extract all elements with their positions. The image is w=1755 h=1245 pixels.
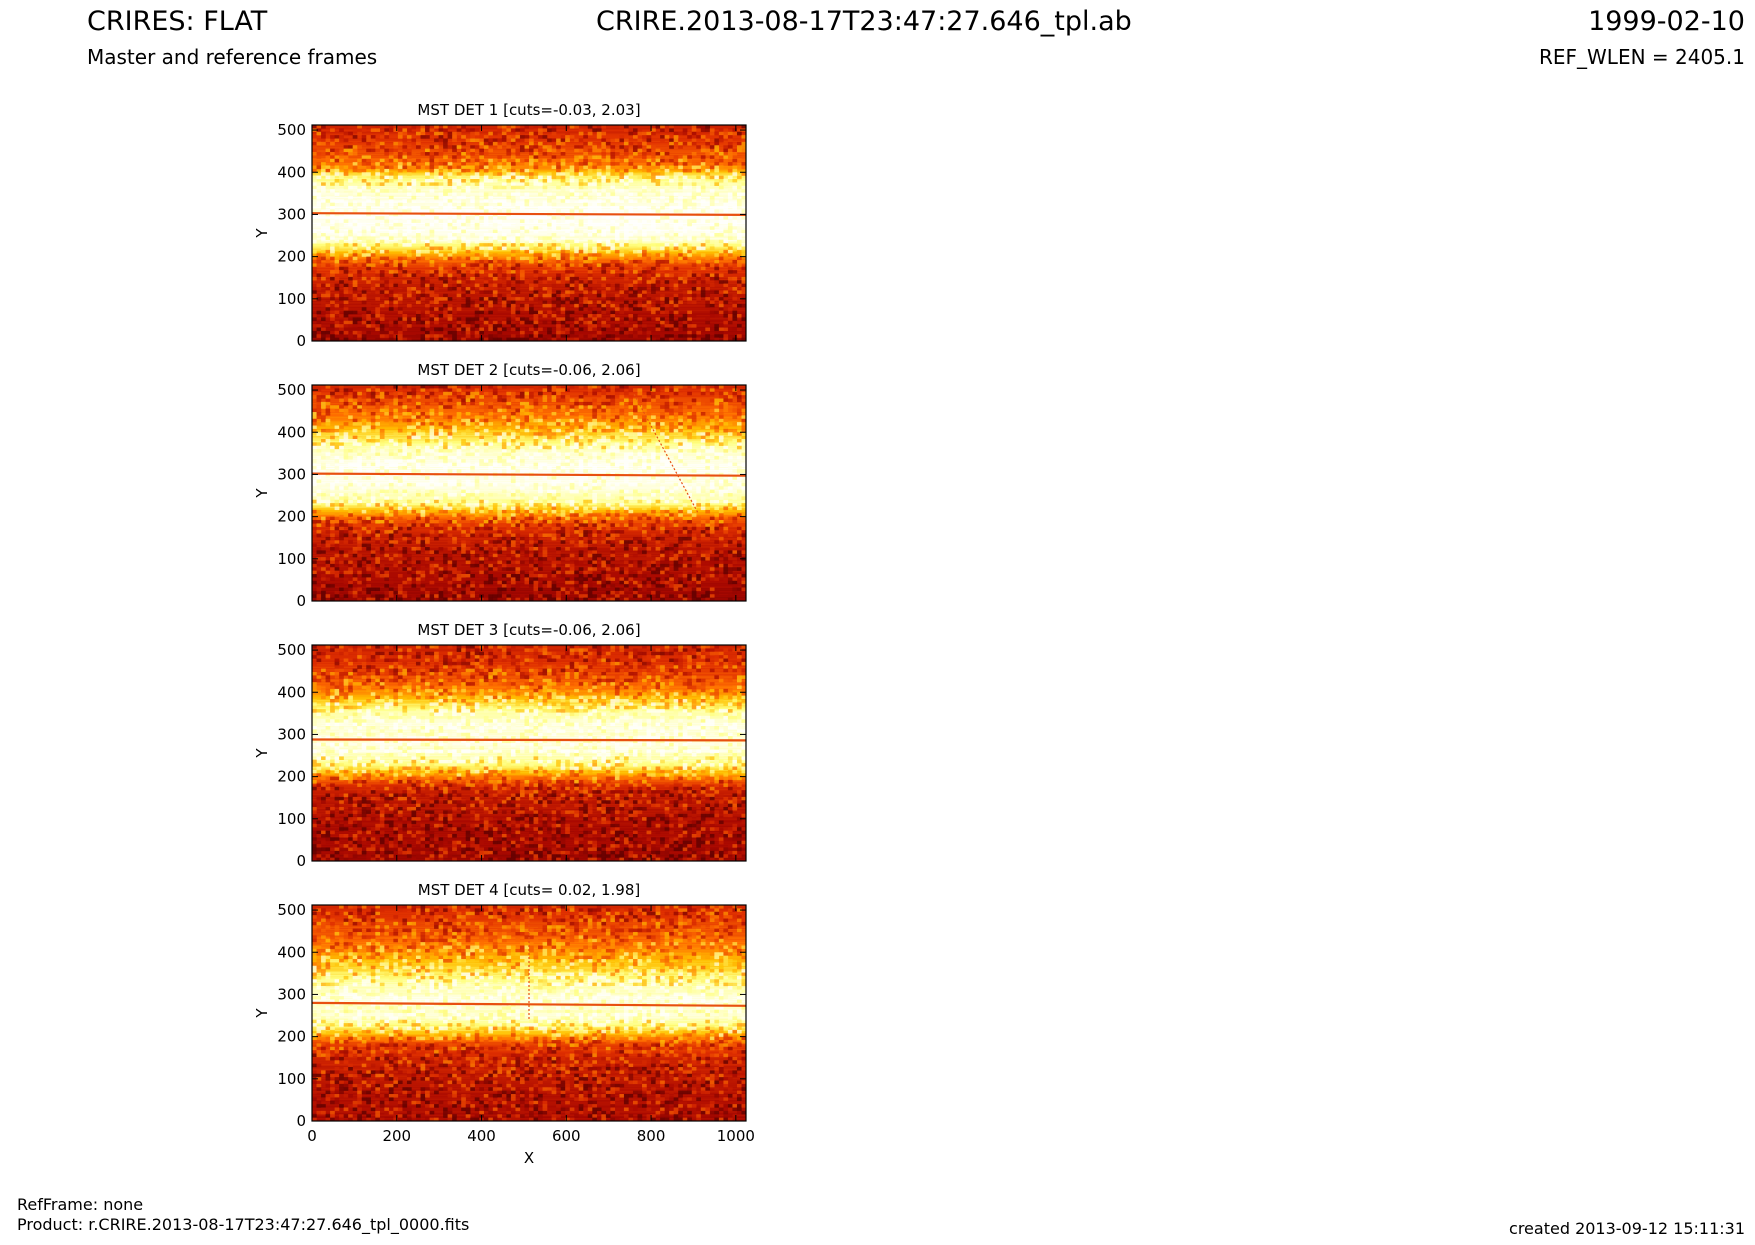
y-axis-label: Y (253, 488, 271, 499)
slit-line (312, 1001, 746, 1007)
detector-panel-2: MST DET 2 [cuts=-0.06, 2.06] 0 100 200 300 40… (253, 361, 747, 610)
y-tick-label: 500 (277, 381, 306, 399)
flat-image (312, 385, 746, 601)
detector-panel-4: MST DET 4 [cuts= 0.02, 1.98] 0 100 200 300 40… (253, 881, 755, 1167)
axes-frame (311, 904, 747, 1122)
y-axis-label: Y (253, 748, 271, 759)
refframe-label: RefFrame: none (17, 1195, 144, 1214)
x-tick-label: 800 (637, 1127, 666, 1145)
y-tick-label: 100 (277, 290, 306, 308)
x-tick-label: 200 (382, 1127, 411, 1145)
panel-title: MST DET 2 [cuts=-0.06, 2.06] (417, 361, 640, 379)
detector-panel-1: MST DET 1 [cuts=-0.03, 2.03] 0 100 200 300 40… (253, 101, 747, 350)
y-tick-label: 200 (277, 1028, 306, 1046)
axes-frame (311, 644, 747, 862)
y-tick-label: 300 (277, 205, 306, 223)
x-tick-label: 400 (467, 1127, 496, 1145)
y-tick-label: 300 (277, 985, 306, 1003)
y-tick-label: 0 (296, 852, 306, 870)
y-tick-label: 300 (277, 725, 306, 743)
y-tick-label: 100 (277, 810, 306, 828)
y-tick-label: 100 (277, 1070, 306, 1088)
observation-date: 1999-02-10 (1588, 6, 1745, 37)
x-tick-label: 600 (552, 1127, 581, 1145)
detector-panel-3: MST DET 3 [cuts=-0.06, 2.06] 0 100 200 300 40… (253, 621, 747, 870)
created-timestamp: created 2013-09-12 15:11:31 (1509, 1219, 1745, 1238)
slit-line (312, 212, 746, 216)
y-tick-label: 400 (277, 423, 306, 441)
y-tick-label: 0 (296, 1112, 306, 1130)
product-label: Product: r.CRIRE.2013-08-17T23:47:27.646… (17, 1215, 470, 1234)
y-tick-label: 200 (277, 248, 306, 266)
y-tick-label: 200 (277, 768, 306, 786)
flat-image (312, 645, 746, 861)
y-axis-label: Y (253, 1008, 271, 1019)
y-tick-label: 400 (277, 163, 306, 181)
panel-title: MST DET 1 [cuts=-0.03, 2.03] (417, 101, 640, 119)
y-axis-label: Y (253, 228, 271, 239)
y-tick-label: 500 (277, 121, 306, 139)
panel-title: MST DET 3 [cuts=-0.06, 2.06] (417, 621, 640, 639)
slit-line (312, 472, 746, 477)
x-tick-label: 0 (307, 1127, 317, 1145)
y-tick-label: 500 (277, 901, 306, 919)
y-tick-label: 100 (277, 550, 306, 568)
panel-title: MST DET 4 [cuts= 0.02, 1.98] (418, 881, 641, 899)
flat-image (312, 125, 746, 341)
page-title: CRIRES: FLAT (87, 6, 268, 37)
y-tick-label: 0 (296, 592, 306, 610)
flat-image (312, 905, 746, 1121)
file-title: CRIRE.2013-08-17T23:47:27.646_tpl.ab (596, 6, 1132, 37)
y-tick-label: 500 (277, 641, 306, 659)
page-subtitle: Master and reference frames (87, 45, 378, 69)
y-tick-label: 300 (277, 465, 306, 483)
y-tick-label: 400 (277, 683, 306, 701)
x-axis-label: X (524, 1149, 534, 1167)
x-tick-label: 1000 (717, 1127, 755, 1145)
y-tick-label: 400 (277, 943, 306, 961)
slit-line (312, 738, 746, 742)
axes-frame (311, 384, 747, 602)
axes-frame (311, 124, 747, 342)
ref-wavelength: REF_WLEN = 2405.1 (1538, 45, 1745, 69)
y-tick-label: 200 (277, 508, 306, 526)
y-tick-label: 0 (296, 332, 306, 350)
